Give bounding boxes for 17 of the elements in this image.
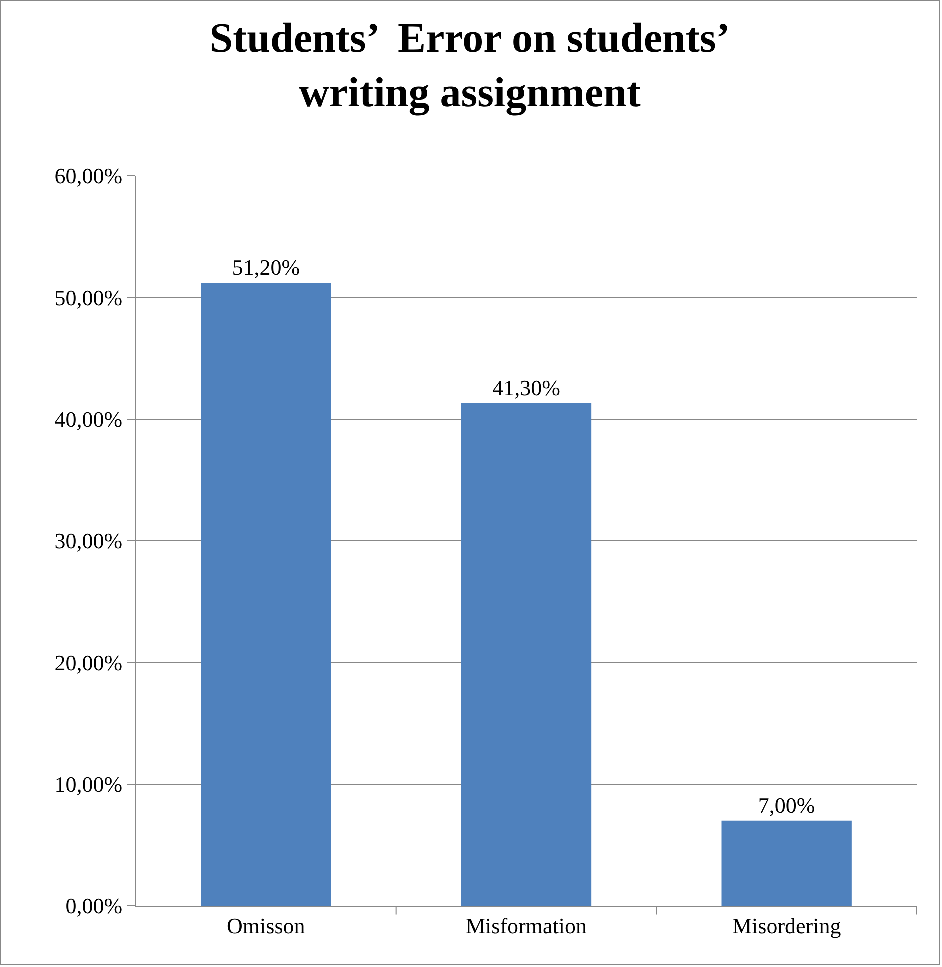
bar [461,404,592,906]
y-tick-label: 50,00% [54,285,123,310]
data-label: 7,00% [758,792,816,818]
y-tick-label: 30,00% [54,528,123,554]
bar [722,820,852,906]
bar [201,283,332,906]
y-tick-label: 20,00% [54,650,123,676]
y-tick-label: 10,00% [54,772,123,798]
x-tick-label: Misformation [466,913,587,938]
y-tick-label: 0,00% [66,894,123,919]
chart-title: Students’ Error on students’ writing assignment [210,16,730,117]
x-tick-label: Omisson [227,913,306,938]
data-label: 41,30% [492,376,560,401]
y-tick-label: 60,00% [54,164,123,189]
y-tick-label: 40,00% [54,407,123,432]
data-label: 51,20% [232,255,300,280]
x-tick-label: Misordering [732,913,842,938]
